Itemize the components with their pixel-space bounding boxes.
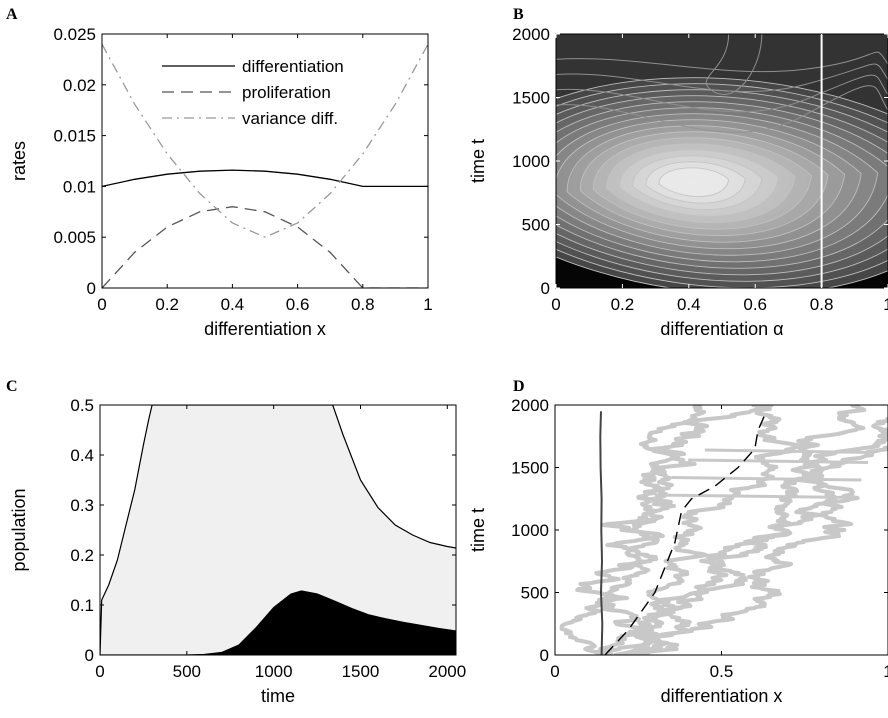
trajectory-streak bbox=[688, 458, 869, 464]
y-axis-label: time t bbox=[468, 508, 488, 552]
x-tick-label: 0.4 bbox=[677, 295, 701, 314]
isoline bbox=[556, 51, 888, 73]
y-tick-label: 2000 bbox=[512, 25, 550, 44]
y-tick-label: 1500 bbox=[511, 459, 549, 478]
isoline-top-loop bbox=[705, 34, 763, 95]
y-tick-label: 1000 bbox=[512, 152, 550, 171]
stochastic-trajectory-1 bbox=[596, 427, 888, 655]
x-tick-label: 1000 bbox=[255, 662, 293, 681]
series-line-proliferation bbox=[102, 206, 428, 288]
x-tick-label: 0.2 bbox=[611, 295, 635, 314]
y-tick-label: 2000 bbox=[511, 396, 549, 415]
x-tick-label: 0.2 bbox=[155, 295, 179, 314]
y-tick-label: 0 bbox=[541, 279, 550, 298]
x-tick-label: 1 bbox=[883, 662, 888, 681]
x-axis-label: differentiation x bbox=[661, 686, 783, 706]
plot-frame bbox=[101, 33, 429, 289]
stochastic-trajectory-5 bbox=[613, 405, 867, 655]
y-tick-label: 0.015 bbox=[53, 127, 96, 146]
area-fill-0 bbox=[100, 405, 456, 655]
panel-label-b: B bbox=[513, 6, 524, 23]
y-axis-label: population bbox=[9, 488, 29, 571]
series-line-differentiation bbox=[102, 169, 428, 188]
x-tick-label: 2000 bbox=[428, 662, 466, 681]
series-line-variance-diff- bbox=[102, 43, 428, 238]
trajectory-group bbox=[559, 405, 888, 655]
y-tick-label: 1500 bbox=[512, 89, 550, 108]
mean-line-1 bbox=[604, 414, 766, 655]
y-tick-label: 0.01 bbox=[63, 177, 96, 196]
x-tick-label: 0.4 bbox=[221, 295, 245, 314]
x-tick-label: 1500 bbox=[342, 662, 380, 681]
panel-d-trajectory-chart: 0 0.5 1 0 500 1000 1500 2000 differentiation x ti… bbox=[468, 396, 888, 706]
y-axis-label: rates bbox=[9, 141, 29, 181]
trajectory-streak bbox=[704, 448, 875, 454]
y-tick-label: 0.02 bbox=[63, 76, 96, 95]
x-tick-label: 1 bbox=[883, 295, 888, 314]
panel-label-c: C bbox=[6, 378, 18, 395]
panel-label-a: A bbox=[6, 6, 18, 23]
y-tick-label: 0.025 bbox=[53, 25, 96, 44]
y-axis-label: time t bbox=[468, 139, 488, 183]
x-tick-label: 500 bbox=[173, 662, 201, 681]
area-group bbox=[100, 405, 456, 655]
x-tick-label: 0 bbox=[95, 662, 104, 681]
panel-c-population-chart: 0 500 1000 1500 2000 0 0.1 0.2 0.3 0.4 0.5 time popu… bbox=[9, 396, 466, 706]
y-tick-label: 0.005 bbox=[53, 228, 96, 247]
plot-frame bbox=[99, 404, 457, 656]
y-tick-label: 0 bbox=[87, 279, 96, 298]
x-tick-label: 0.6 bbox=[286, 295, 310, 314]
x-tick-label: 0.6 bbox=[743, 295, 767, 314]
x-axis-label: time bbox=[261, 686, 295, 706]
x-tick-label: 0 bbox=[97, 295, 106, 314]
legend-entry: variance diff. bbox=[242, 109, 338, 128]
x-tick-label: 0 bbox=[550, 662, 559, 681]
area-fill-1 bbox=[100, 591, 456, 655]
y-tick-label: 0 bbox=[85, 646, 94, 665]
legend-entry: proliferation bbox=[242, 83, 331, 102]
y-tick-label: 0.4 bbox=[70, 446, 94, 465]
x-tick-label: 0.5 bbox=[710, 662, 734, 681]
y-tick-label: 1000 bbox=[511, 521, 549, 540]
mean-line-0 bbox=[599, 411, 604, 655]
isoline bbox=[556, 63, 888, 93]
y-tick-label: 0 bbox=[540, 646, 549, 665]
y-tick-label: 500 bbox=[521, 584, 549, 603]
y-tick-label: 0.1 bbox=[70, 596, 94, 615]
stochastic-trajectory-3 bbox=[575, 405, 774, 655]
isoline bbox=[556, 85, 888, 133]
x-tick-label: 1 bbox=[423, 295, 432, 314]
isoline bbox=[556, 74, 888, 113]
y-tick-label: 500 bbox=[522, 216, 550, 235]
x-tick-label: 0.8 bbox=[351, 295, 375, 314]
panel-label-d: D bbox=[513, 378, 525, 395]
x-tick-label: 0 bbox=[551, 295, 560, 314]
panel-b-contour-chart: 0 0.2 0.4 0.6 0.8 1 0 500 1000 1500 2000 differenti… bbox=[468, 25, 888, 339]
y-tick-label: 0.3 bbox=[70, 496, 94, 515]
area-outline-1 bbox=[100, 590, 456, 655]
series-group bbox=[102, 43, 428, 288]
panel-a-rates-chart: 0 0.2 0.4 0.6 0.8 1 0 0.005 0.01 0.015 0.02 0.025 di… bbox=[9, 25, 433, 339]
legend-entry: differentiation bbox=[242, 57, 344, 76]
peak-glow bbox=[556, 111, 833, 252]
x-axis-label: differentiation α bbox=[660, 319, 783, 339]
area-outline-0 bbox=[100, 405, 456, 655]
trajectory-streak bbox=[654, 493, 855, 499]
contour-field bbox=[556, 34, 888, 288]
x-axis-label: differentiation x bbox=[204, 319, 326, 339]
y-tick-label: 0.2 bbox=[70, 546, 94, 565]
x-tick-label: 0.8 bbox=[810, 295, 834, 314]
trajectory-streak bbox=[671, 476, 862, 482]
y-tick-label: 0.5 bbox=[70, 396, 94, 415]
